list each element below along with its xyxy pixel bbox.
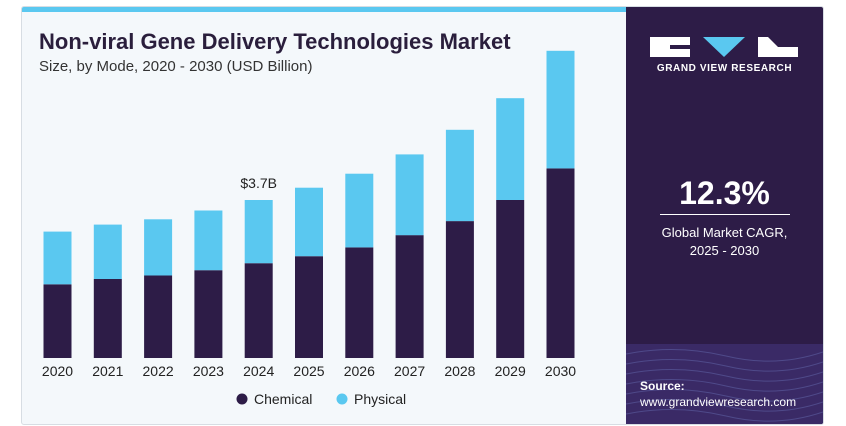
wave-pattern-decoration <box>626 344 823 424</box>
bar-chemical-2030 <box>546 168 575 358</box>
bar-chemical-2026 <box>345 247 374 358</box>
x-tick-label-2020: 2020 <box>42 363 73 379</box>
cagr-label-line-1: Global Market CAGR, <box>661 225 788 240</box>
x-tick-label-2029: 2029 <box>495 363 526 379</box>
cagr-divider <box>660 214 790 215</box>
cagr-label-line-2: 2025 - 2030 <box>689 243 760 258</box>
bar-chemical-2029 <box>496 200 525 358</box>
cagr-label: Global Market CAGR, 2025 - 2030 <box>626 224 823 260</box>
top-accent-bar <box>22 7 626 12</box>
bar-physical-2025 <box>295 187 323 257</box>
chart-subtitle: Size, by Mode, 2020 - 2030 (USD Billion) <box>39 58 313 75</box>
data-label-2024: $3.7B <box>240 175 277 191</box>
x-tick-label-2025: 2025 <box>293 363 324 379</box>
cagr-value: 12.3% <box>679 175 770 211</box>
infographic-card: Non-viral Gene Delivery Technologies Mar… <box>21 6 824 425</box>
sidebar-panel: GRAND VIEW RESEARCH 12.3% Global Market … <box>626 7 823 424</box>
x-tick-label-2027: 2027 <box>394 363 425 379</box>
bar-physical-2021 <box>93 224 122 279</box>
bar-chemical-2028 <box>445 221 474 358</box>
legend-label-chemical: Chemical <box>254 391 312 407</box>
brand-name: GRAND VIEW RESEARCH <box>656 63 793 74</box>
source-url: www.grandviewresearch.com <box>640 395 797 409</box>
x-tick-label-2022: 2022 <box>143 363 174 379</box>
x-tick-label-2023: 2023 <box>193 363 224 379</box>
stacked-bar-chart: 2020 2021 2022 2023 2024 2025 2026 2027 2028 2029… <box>42 50 576 407</box>
bar-physical-2030 <box>546 50 575 169</box>
bar-physical-2020 <box>43 231 72 285</box>
bar-physical-2026 <box>345 173 374 248</box>
bar-chemical-2027 <box>395 235 424 358</box>
x-tick-label-2030: 2030 <box>545 363 576 379</box>
x-tick-label-2024: 2024 <box>243 363 274 379</box>
x-tick-label-2026: 2026 <box>344 363 375 379</box>
bar-chemical-2025 <box>295 256 323 358</box>
source-label: Source: <box>640 379 685 393</box>
legend-label-physical: Physical <box>354 391 406 407</box>
grand-view-research-logo-icon <box>650 37 798 57</box>
legend-marker-physical <box>336 393 348 405</box>
x-tick-label-2021: 2021 <box>92 363 123 379</box>
bar-physical-2024 <box>244 200 273 264</box>
chart-panel: Non-viral Gene Delivery Technologies Mar… <box>22 7 626 424</box>
x-tick-label-2028: 2028 <box>444 363 475 379</box>
bar-chemical-2024 <box>244 263 273 358</box>
bar-physical-2029 <box>496 98 525 200</box>
bar-chemical-2021 <box>93 279 122 358</box>
chart-title: Non-viral Gene Delivery Technologies Mar… <box>39 29 511 54</box>
legend-marker-chemical <box>236 393 248 405</box>
bar-physical-2027 <box>395 154 424 236</box>
bar-chemical-2023 <box>194 270 223 358</box>
bar-chemical-2020 <box>43 284 72 358</box>
bar-physical-2028 <box>445 129 474 222</box>
bar-physical-2022 <box>144 219 173 276</box>
bar-chemical-2022 <box>144 275 173 358</box>
bar-physical-2023 <box>194 210 223 271</box>
